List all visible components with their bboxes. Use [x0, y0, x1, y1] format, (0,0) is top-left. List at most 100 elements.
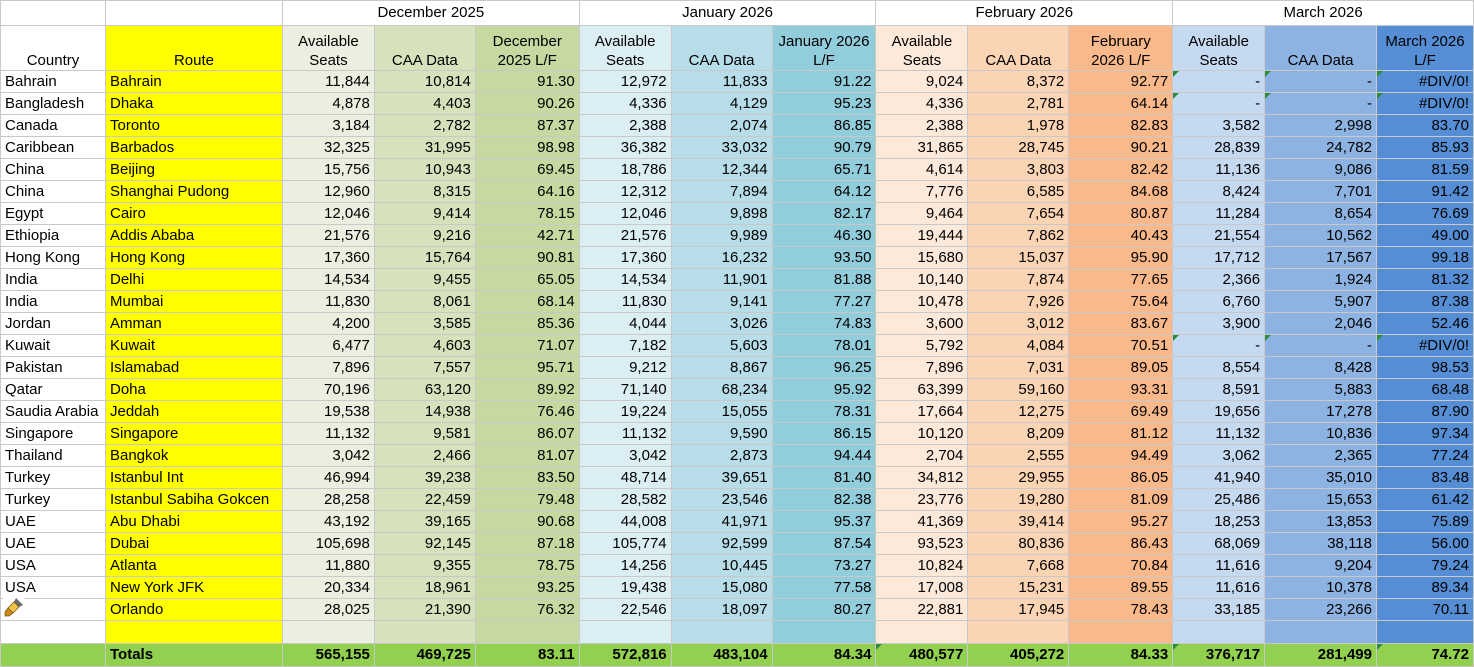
- cell-blank[interactable]: [1375, 620, 1474, 644]
- cell-feb-caa[interactable]: 7,654: [967, 202, 1070, 225]
- cell-dec-caa[interactable]: 4,603: [373, 334, 476, 357]
- cell-feb-lf[interactable]: 77.65: [1068, 268, 1174, 291]
- cell-jan-seats[interactable]: 11,132: [578, 422, 672, 445]
- cell-mar-caa[interactable]: 17,278: [1264, 400, 1377, 423]
- cell-jan-caa[interactable]: 9,898: [670, 202, 773, 225]
- cell-dec-caa[interactable]: 31,995: [373, 136, 476, 159]
- cell-route[interactable]: Mumbai: [104, 290, 283, 313]
- cell-feb-seats[interactable]: 7,896: [875, 356, 969, 379]
- header-jan-lf[interactable]: January 2026 L/F: [771, 25, 877, 71]
- cell-jan-seats[interactable]: 7,182: [578, 334, 672, 357]
- cell-jan-seats[interactable]: 11,830: [578, 290, 672, 313]
- cell-feb-caa[interactable]: 19,280: [967, 488, 1070, 511]
- cell-jan-seats[interactable]: 36,382: [578, 136, 672, 159]
- cell-mar-lf[interactable]: 99.18: [1375, 246, 1474, 269]
- cell-dec-lf[interactable]: 76.32: [474, 598, 580, 621]
- header-dec-caa[interactable]: CAA Data: [373, 25, 476, 71]
- cell-feb-lf[interactable]: 86.05: [1068, 466, 1174, 489]
- cell-feb-lf[interactable]: 92.77: [1068, 70, 1174, 93]
- cell-dec-seats[interactable]: 4,200: [281, 312, 375, 335]
- cell-feb-seats[interactable]: 10,140: [875, 268, 969, 291]
- cell-mar-lf[interactable]: 81.32: [1375, 268, 1474, 291]
- cell-jan-caa[interactable]: 9,590: [670, 422, 773, 445]
- header-feb-caa[interactable]: CAA Data: [967, 25, 1070, 71]
- cell-mar-lf[interactable]: 79.24: [1375, 554, 1474, 577]
- cell-dec-caa[interactable]: 4,403: [373, 92, 476, 115]
- cell-dec-caa[interactable]: 9,581: [373, 422, 476, 445]
- cell-route[interactable]: Orlando: [104, 598, 283, 621]
- cell-jan-seats[interactable]: 71,140: [578, 378, 672, 401]
- cell-jan-seats[interactable]: 18,786: [578, 158, 672, 181]
- cell-mar-caa[interactable]: 38,118: [1264, 532, 1377, 555]
- cell-jan-caa[interactable]: 15,080: [670, 576, 773, 599]
- cell-mar-seats[interactable]: 3,900: [1172, 312, 1266, 335]
- header-jan-caa[interactable]: CAA Data: [670, 25, 773, 71]
- cell-jan-caa[interactable]: 11,901: [670, 268, 773, 291]
- cell-feb-caa[interactable]: 15,037: [967, 246, 1070, 269]
- cell-dec-lf[interactable]: 93.25: [474, 576, 580, 599]
- cell-blank[interactable]: [0, 620, 106, 644]
- cell-mar-lf[interactable]: 87.90: [1375, 400, 1474, 423]
- cell-jan-caa[interactable]: 10,445: [670, 554, 773, 577]
- cell-country[interactable]: China: [0, 158, 106, 181]
- cell-mar-seats[interactable]: 11,616: [1172, 554, 1266, 577]
- cell-country[interactable]: Thailand: [0, 444, 106, 467]
- total-cell-feb-seats[interactable]: 480,577: [875, 643, 969, 667]
- cell-mar-seats[interactable]: 3,062: [1172, 444, 1266, 467]
- cell-feb-caa[interactable]: 8,209: [967, 422, 1070, 445]
- cell-dec-caa[interactable]: 14,938: [373, 400, 476, 423]
- cell-jan-lf[interactable]: 64.12: [771, 180, 877, 203]
- cell-dec-seats[interactable]: 105,698: [281, 532, 375, 555]
- cell-dec-seats[interactable]: 46,994: [281, 466, 375, 489]
- cell-jan-caa[interactable]: 2,074: [670, 114, 773, 137]
- cell-feb-lf[interactable]: 40.43: [1068, 224, 1174, 247]
- cell-mar-seats[interactable]: 8,591: [1172, 378, 1266, 401]
- total-cell-jan-seats[interactable]: 572,816: [578, 643, 672, 667]
- cell-feb-seats[interactable]: 19,444: [875, 224, 969, 247]
- cell-feb-caa[interactable]: 59,160: [967, 378, 1070, 401]
- cell-dec-lf[interactable]: 68.14: [474, 290, 580, 313]
- cell-blank[interactable]: [771, 620, 877, 644]
- cell-dec-lf[interactable]: 90.81: [474, 246, 580, 269]
- cell-dec-lf[interactable]: 98.98: [474, 136, 580, 159]
- cell-feb-seats[interactable]: 17,664: [875, 400, 969, 423]
- cell-mar-lf[interactable]: #DIV/0!: [1375, 70, 1474, 93]
- cell-dec-lf[interactable]: 86.07: [474, 422, 580, 445]
- cell-jan-seats[interactable]: 44,008: [578, 510, 672, 533]
- cell-mar-caa[interactable]: 24,782: [1264, 136, 1377, 159]
- cell-dec-caa[interactable]: 39,238: [373, 466, 476, 489]
- cell-dec-lf[interactable]: 87.18: [474, 532, 580, 555]
- cell-dec-seats[interactable]: 28,025: [281, 598, 375, 621]
- cell-dec-lf[interactable]: 79.48: [474, 488, 580, 511]
- cell-mar-lf[interactable]: 81.59: [1375, 158, 1474, 181]
- cell-mar-lf[interactable]: 76.69: [1375, 202, 1474, 225]
- cell-mar-caa[interactable]: 8,654: [1264, 202, 1377, 225]
- cell-feb-seats[interactable]: 2,388: [875, 114, 969, 137]
- cell-route[interactable]: Toronto: [104, 114, 283, 137]
- cell-mar-lf[interactable]: #DIV/0!: [1375, 334, 1474, 357]
- cell-country[interactable]: Qatar: [0, 378, 106, 401]
- cell-feb-caa[interactable]: 12,275: [967, 400, 1070, 423]
- cell-country[interactable]: Pakistan: [0, 356, 106, 379]
- cell-feb-seats[interactable]: 63,399: [875, 378, 969, 401]
- cell-jan-lf[interactable]: 81.40: [771, 466, 877, 489]
- cell-mar-seats[interactable]: 3,582: [1172, 114, 1266, 137]
- cell-mar-lf[interactable]: 83.48: [1375, 466, 1474, 489]
- cell-country[interactable]: Caribbean: [0, 136, 106, 159]
- cell-feb-seats[interactable]: 17,008: [875, 576, 969, 599]
- cell-blank[interactable]: [1264, 620, 1377, 644]
- total-cell-jan-lf[interactable]: 84.34: [771, 643, 877, 667]
- cell-feb-seats[interactable]: 31,865: [875, 136, 969, 159]
- cell-feb-caa[interactable]: 6,585: [967, 180, 1070, 203]
- cell-jan-seats[interactable]: 12,046: [578, 202, 672, 225]
- cell-dec-lf[interactable]: 78.15: [474, 202, 580, 225]
- cell-blank[interactable]: [670, 620, 773, 644]
- cell-country[interactable]: Turkey: [0, 488, 106, 511]
- cell-dec-seats[interactable]: 32,325: [281, 136, 375, 159]
- cell-route[interactable]: Abu Dhabi: [104, 510, 283, 533]
- cell-dec-lf[interactable]: 85.36: [474, 312, 580, 335]
- cell-mar-lf[interactable]: 56.00: [1375, 532, 1474, 555]
- cell-feb-seats[interactable]: 10,478: [875, 290, 969, 313]
- cell-route[interactable]: Beijing: [104, 158, 283, 181]
- cell-feb-lf[interactable]: 95.90: [1068, 246, 1174, 269]
